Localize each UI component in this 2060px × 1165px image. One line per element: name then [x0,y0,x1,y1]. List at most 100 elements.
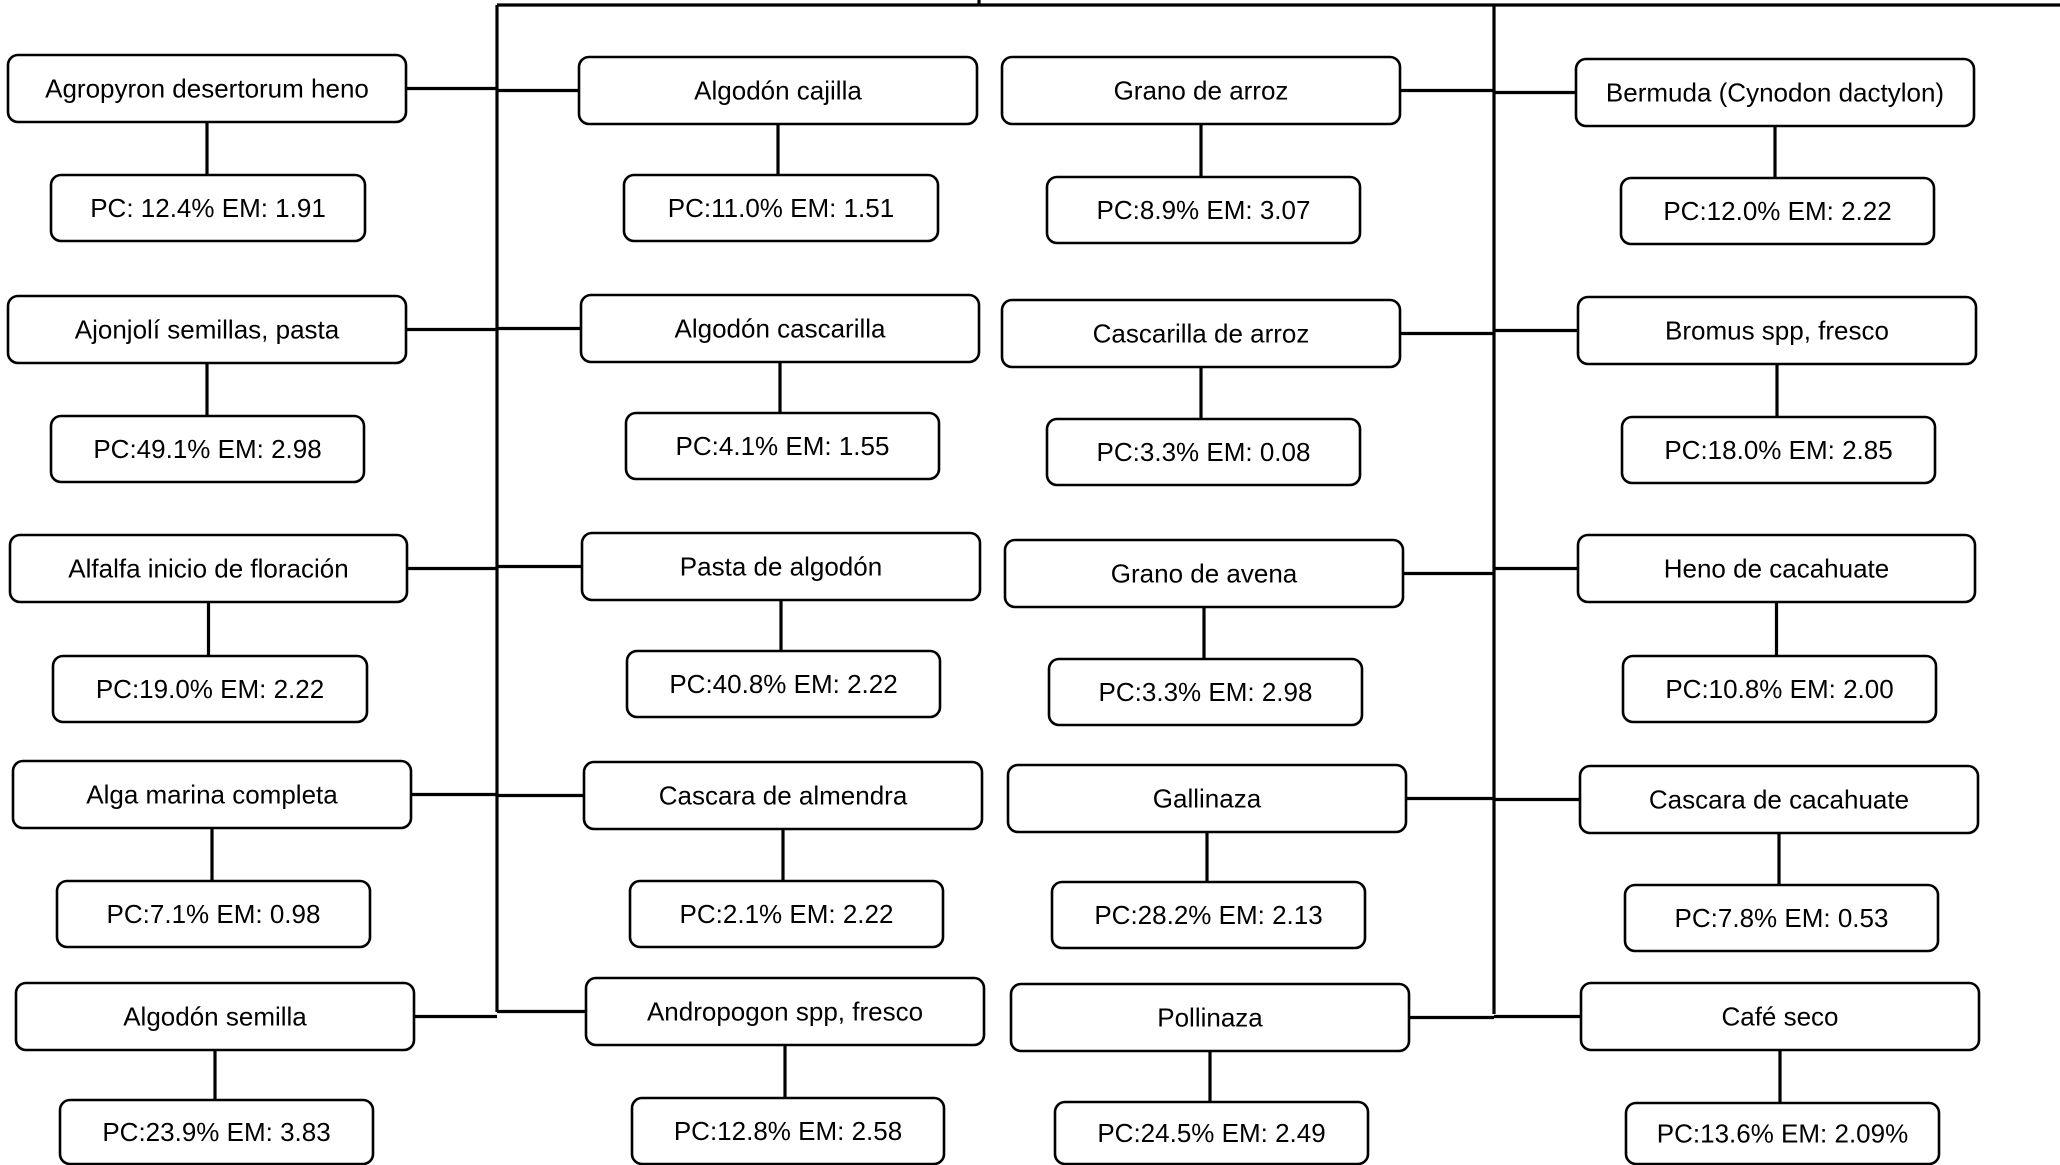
feed-name-node-box [1578,764,1980,835]
feed-name-node-box [6,53,408,124]
feed-stats-node-box [1053,1100,1370,1165]
feed-stats-node-box [49,173,367,243]
feed-name-label: Bromus spp, fresco [1665,316,1889,346]
feed-name-node-box [14,981,416,1052]
feed-name-label: Cascara de almendra [659,781,908,811]
feed-stats-label: PC:3.3% EM: 2.98 [1099,677,1313,707]
feed-name-node-box [1579,981,1981,1052]
feed-name-node: Bromus spp, fresco [1576,295,1978,366]
feed-name-node-box [8,533,409,604]
feed-stats-label: PC:24.5% EM: 2.49 [1097,1118,1325,1148]
feed-stats-node: PC:12.0% EM: 2.22 [1619,176,1936,246]
feed-stats-node-box [51,654,369,724]
feed-name-label: Algodón semilla [123,1002,307,1032]
feed-stats-node-box [1045,417,1362,487]
feed-name-label: Cascarilla de arroz [1093,319,1310,349]
feed-name-node: Pasta de algodón [580,531,982,602]
feed-name-node: Grano de avena [1003,538,1405,609]
feed-stats-label: PC:10.8% EM: 2.00 [1665,674,1893,704]
feed-stats-node: PC:28.2% EM: 2.13 [1050,880,1367,950]
feed-stats-label: PC:12.0% EM: 2.22 [1663,196,1891,226]
node-layer: Agropyron desertorum heno PC: 12.4% EM: 1… [6,53,1981,1165]
feed-name-label: Alfalfa inicio de floración [68,554,348,584]
feed-stats-label: PC:28.2% EM: 2.13 [1094,900,1322,930]
feed-stats-node-box [1621,654,1938,724]
feed-stats-node-box [625,649,942,719]
feed-stats-node: PC:10.8% EM: 2.00 [1621,654,1938,724]
feed-stats-node-box [1624,1101,1941,1165]
feed-name-node: Algodón semilla [14,981,416,1052]
feed-stats-label: PC:13.6% EM: 2.09% [1657,1119,1908,1149]
feed-stats-node: PC:23.9% EM: 3.83 [58,1098,375,1165]
feed-name-node-box [1009,982,1411,1053]
feed-name-node: Andropogon spp, fresco [584,976,986,1047]
feed-stats-label: PC:40.8% EM: 2.22 [669,669,897,699]
feed-name-node-box [579,293,981,364]
feed-stats-label: PC:7.8% EM: 0.53 [1675,903,1889,933]
feed-name-node-box [1000,298,1402,369]
feed-stats-label: PC:3.3% EM: 0.08 [1097,437,1311,467]
feed-stats-node: PC:4.1% EM: 1.55 [624,411,941,481]
feed-name-node: Heno de cacahuate [1576,533,1977,604]
feed-name-node: Cascara de cacahuate [1578,764,1980,835]
feed-name-node-box [11,759,413,830]
feed-stats-node-box [1619,176,1936,246]
feed-stats-node: PC:8.9% EM: 3.07 [1045,175,1362,245]
feed-name-label: Gallinaza [1153,784,1262,814]
feed-stats-node: PC:19.0% EM: 2.22 [51,654,369,724]
feed-name-node: Algodón cajilla [577,55,979,126]
feed-stats-node-box [58,1098,375,1165]
feed-stats-label: PC: 12.4% EM: 1.91 [90,193,326,223]
feed-stats-label: PC:7.1% EM: 0.98 [107,899,321,929]
feed-stats-node-box [1050,880,1367,950]
feed-name-node-box [584,976,986,1047]
feed-stats-node: PC:11.0% EM: 1.51 [622,173,940,243]
feed-stats-node: PC:18.0% EM: 2.85 [1620,415,1937,485]
feed-stats-node: PC:24.5% EM: 2.49 [1053,1100,1370,1165]
feed-name-node-box [1574,57,1976,128]
feed-name-node-box [582,760,984,831]
feed-stats-node: PC:40.8% EM: 2.22 [625,649,942,719]
feed-stats-node-box [630,1096,946,1165]
feed-name-node: Bermuda (Cynodon dactylon) [1574,57,1976,128]
feed-name-label: Ajonjolí semillas, pasta [75,315,340,345]
feed-stats-node: PC:3.3% EM: 2.98 [1047,657,1364,727]
feed-stats-node-box [49,414,366,484]
feed-stats-label: PC:11.0% EM: 1.51 [668,193,894,223]
feed-stats-label: PC:2.1% EM: 2.22 [680,899,894,929]
feed-name-node: Cascara de almendra [582,760,984,831]
feed-stats-label: PC:18.0% EM: 2.85 [1664,435,1892,465]
feed-name-label: Bermuda (Cynodon dactylon) [1606,78,1944,108]
feed-name-label: Heno de cacahuate [1664,554,1890,584]
feed-name-node: Ajonjolí semillas, pasta [6,294,408,365]
feed-name-label: Pollinaza [1157,1003,1263,1033]
feed-stats-node: PC:3.3% EM: 0.08 [1045,417,1362,487]
feed-stats-node: PC:7.8% EM: 0.53 [1623,883,1940,953]
feed-stats-label: PC:8.9% EM: 3.07 [1097,195,1311,225]
feed-stats-node: PC: 12.4% EM: 1.91 [49,173,367,243]
feed-name-node-box [1006,763,1408,834]
feed-name-label: Cascara de cacahuate [1649,785,1909,815]
feed-name-node: Café seco [1579,981,1981,1052]
feed-stats-node: PC:12.8% EM: 2.58 [630,1096,946,1165]
feed-name-label: Algodón cascarilla [674,314,886,344]
feed-stats-node: PC:13.6% EM: 2.09% [1624,1101,1941,1165]
feed-stats-node-box [1620,415,1937,485]
feed-name-node: Pollinaza [1009,982,1411,1053]
feed-name-node-box [6,294,408,365]
feed-name-node: Gallinaza [1006,763,1408,834]
feed-name-node-box [1003,538,1405,609]
feed-stats-label: PC:49.1% EM: 2.98 [93,434,321,464]
connector-lines [205,0,2060,1103]
feed-name-label: Alga marina completa [86,780,338,810]
feed-stats-node-box [628,879,945,949]
feed-name-node-box [1576,533,1977,604]
feed-stats-node-box [1623,883,1940,953]
feed-name-label: Café seco [1721,1002,1838,1032]
feed-stats-label: PC:12.8% EM: 2.58 [674,1116,902,1146]
feed-stats-node-box [1045,175,1362,245]
feed-name-node-box [577,55,979,126]
feed-stats-label: PC:23.9% EM: 3.83 [102,1117,330,1147]
feed-name-label: Grano de avena [1111,559,1298,589]
